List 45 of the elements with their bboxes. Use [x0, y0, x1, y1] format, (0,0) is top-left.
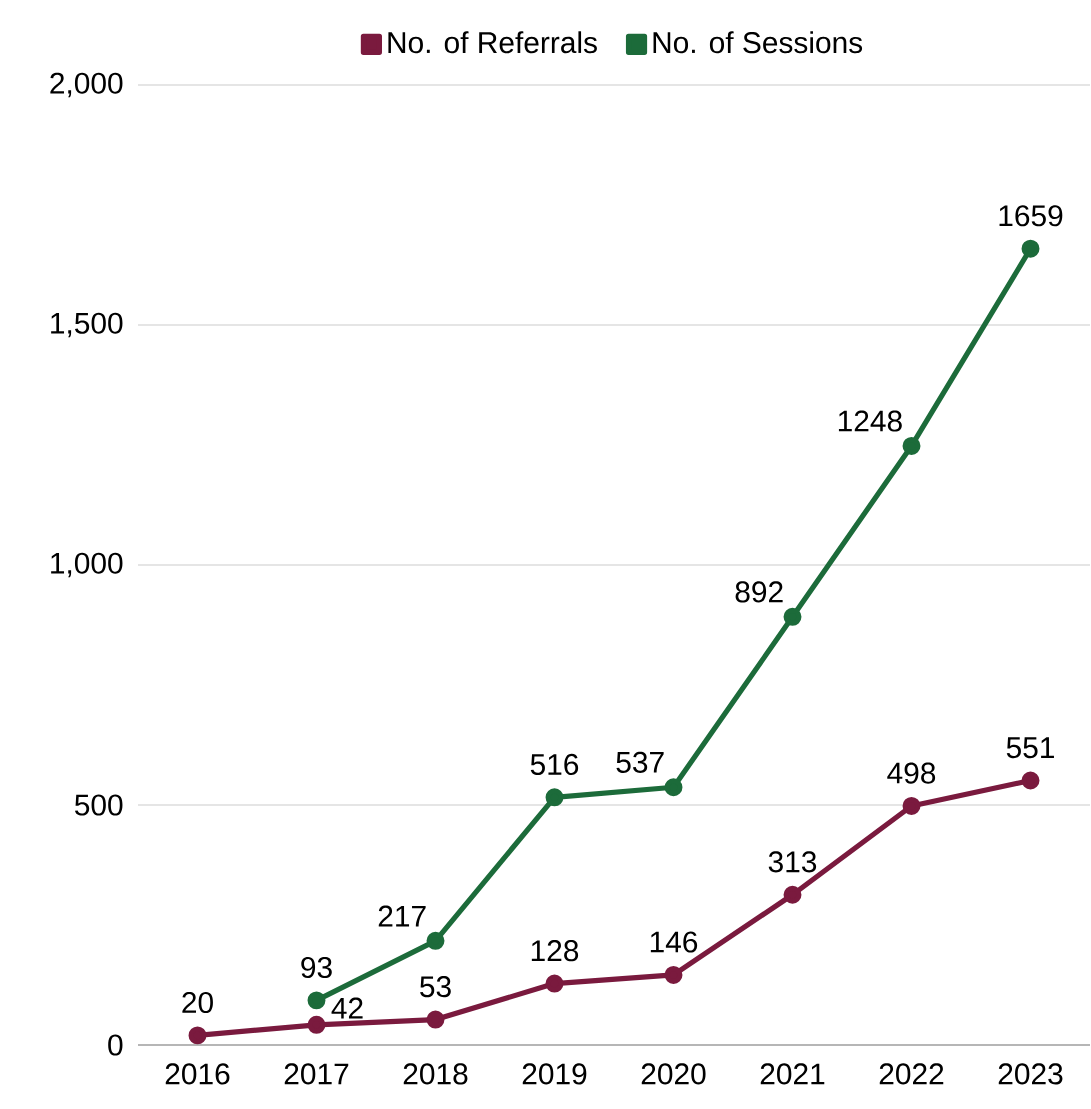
- point: [307, 1015, 326, 1034]
- point: [1021, 771, 1040, 790]
- y-tick-label: 0: [108, 1034, 123, 1056]
- x-tick-label: 2021: [760, 1063, 825, 1085]
- x-tick-label: 2023: [998, 1063, 1063, 1085]
- data-label: 498: [887, 762, 936, 784]
- point: [1021, 239, 1040, 258]
- y-tick-label: 1,000: [51, 552, 123, 578]
- point: [545, 788, 564, 807]
- point: [426, 1010, 445, 1029]
- y-tick-label: 1,500: [51, 312, 123, 338]
- x-tick-label: 2019: [522, 1063, 587, 1085]
- data-label: 146: [650, 931, 698, 953]
- data-label: 551: [1006, 737, 1054, 759]
- data-label: 516: [530, 753, 579, 775]
- data-label: 42: [331, 997, 363, 1019]
- data-label: 217: [378, 905, 426, 927]
- data-label: 128: [531, 940, 579, 962]
- legend-label: No. of Referrals: [388, 31, 597, 54]
- point: [545, 974, 564, 993]
- data-label: 537: [616, 751, 664, 773]
- data-label: 20: [182, 991, 213, 1014]
- x-tick-label: 2020: [641, 1063, 706, 1085]
- point: [188, 1026, 207, 1045]
- point: [664, 778, 683, 797]
- point: [783, 885, 802, 904]
- point: [902, 436, 921, 455]
- data-label: 313: [768, 851, 817, 873]
- x-tick-label: 2016: [165, 1063, 230, 1085]
- point: [426, 931, 445, 950]
- legend-label: No. of Sessions: [653, 31, 863, 54]
- data-label: 1659: [999, 205, 1063, 227]
- y-tick-label: 500: [74, 794, 123, 816]
- data-label: 53: [420, 976, 451, 998]
- x-tick-label: 2017: [284, 1063, 349, 1085]
- point: [664, 965, 683, 984]
- point: [307, 991, 326, 1010]
- point: [902, 796, 921, 815]
- data-label: 1248: [838, 410, 902, 432]
- data-label: 892: [735, 581, 783, 603]
- x-tick-label: 2018: [403, 1063, 468, 1085]
- y-tick-label: 2,000: [50, 72, 123, 98]
- data-label: 93: [301, 956, 332, 979]
- point: [783, 607, 802, 626]
- x-tick-label: 2022: [879, 1063, 944, 1085]
